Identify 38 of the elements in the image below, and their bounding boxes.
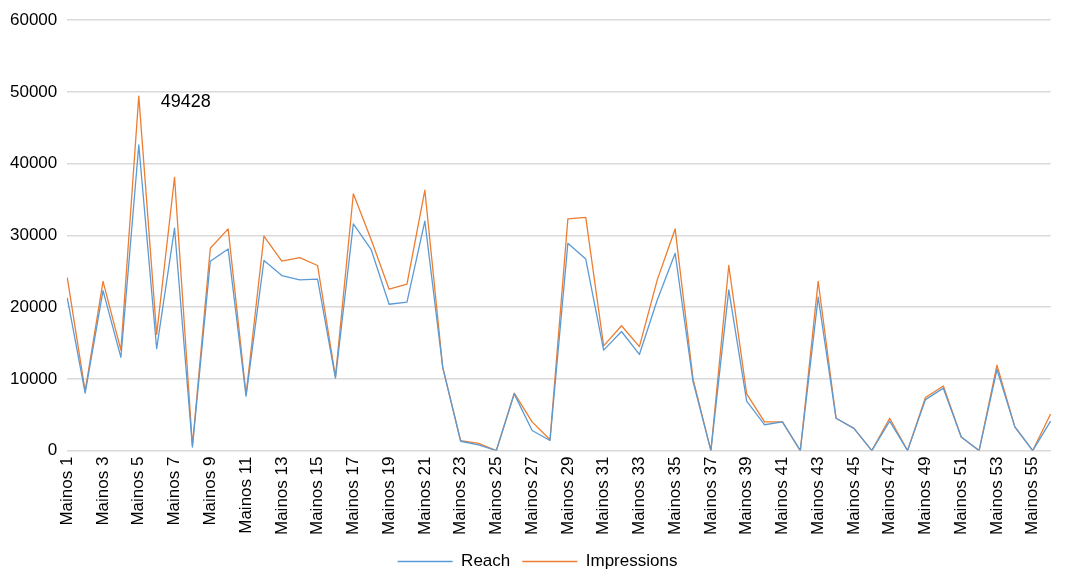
legend-label: Reach (461, 551, 511, 571)
x-tick-label: Mainos 43 (807, 456, 827, 535)
x-tick-label: Mainos 17 (343, 456, 363, 535)
y-tick-label: 50000 (9, 81, 58, 101)
x-tick-label: Mainos 29 (557, 456, 577, 535)
x-tick-label: Mainos 53 (986, 456, 1006, 535)
x-tick-label: Mainos 47 (879, 456, 899, 535)
y-tick-label: 40000 (9, 153, 58, 173)
x-tick-label: Mainos 51 (950, 456, 970, 535)
x-tick-label: Mainos 49 (915, 456, 935, 535)
x-tick-label: Mainos 23 (450, 456, 470, 535)
legend-label: Impressions (585, 551, 678, 571)
x-tick-label: Mainos 21 (414, 456, 434, 535)
y-tick-label: 10000 (9, 368, 58, 388)
x-tick-label: Mainos 11 (235, 456, 255, 534)
x-tick-label: Mainos 31 (593, 456, 613, 535)
x-tick-label: Mainos 15 (307, 456, 327, 535)
x-tick-label: Mainos 55 (1022, 456, 1042, 535)
x-tick-label: Mainos 27 (521, 456, 541, 535)
y-tick-label: 20000 (9, 296, 58, 316)
x-tick-label: Mainos 1 (56, 456, 76, 526)
y-tick-label: 30000 (9, 225, 58, 245)
data-label: 49428 (160, 91, 211, 111)
x-tick-label: Mainos 7 (164, 456, 184, 526)
x-tick-label: Mainos 13 (271, 456, 291, 535)
x-tick-label: Mainos 35 (664, 456, 684, 535)
x-tick-label: Mainos 9 (199, 456, 219, 526)
x-tick-label: Mainos 41 (772, 456, 792, 535)
x-tick-label: Mainos 33 (629, 456, 649, 535)
x-tick-label: Mainos 37 (700, 456, 720, 535)
x-tick-label: Mainos 25 (486, 456, 506, 535)
y-tick-label: 0 (47, 440, 58, 460)
x-tick-label: Mainos 19 (378, 456, 398, 535)
x-tick-label: Mainos 5 (128, 456, 148, 526)
x-tick-label: Mainos 45 (843, 456, 863, 535)
y-tick-label: 60000 (9, 9, 58, 29)
x-tick-label: Mainos 39 (736, 456, 756, 535)
x-tick-label: Mainos 3 (92, 456, 112, 526)
